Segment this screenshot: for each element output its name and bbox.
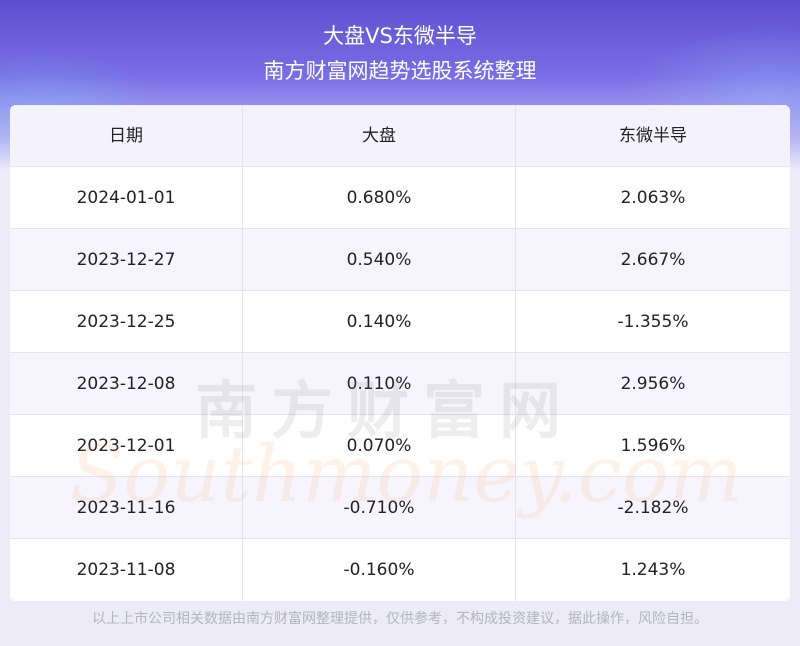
market-change-cell: 0.540% xyxy=(243,229,516,291)
stock-change-cell: 2.063% xyxy=(620,188,686,208)
date-cell: 2023-11-08 xyxy=(10,539,243,601)
column-header-market: 大盘 xyxy=(243,105,516,167)
market-change-cell: 0.680% xyxy=(243,167,516,229)
stock-change-cell: 1.243% xyxy=(620,560,686,580)
table-header-row: 日期 大盘 东微半导 xyxy=(10,105,790,167)
column-header-stock: 东微半导 xyxy=(619,126,687,146)
market-change-cell: 0.110% xyxy=(243,353,516,415)
table-row: 2023-12-27 0.540% 2.667% xyxy=(10,229,790,291)
market-change-cell: 0.140% xyxy=(243,291,516,353)
date-cell: 2023-12-27 xyxy=(10,229,243,291)
stock-change-cell: 2.667% xyxy=(620,250,686,270)
market-change-cell: -0.160% xyxy=(243,539,516,601)
stock-change-cell: -2.182% xyxy=(617,498,689,518)
table-row: 2023-11-16 -0.710% -2.182% xyxy=(10,477,790,539)
table-row: 2023-12-08 0.110% 2.956% xyxy=(10,353,790,415)
market-change-cell: -0.710% xyxy=(243,477,516,539)
column-header-date: 日期 xyxy=(10,105,243,167)
stock-change-cell: 1.596% xyxy=(620,436,686,456)
stock-change-cell: -1.355% xyxy=(617,312,689,332)
stock-change-cell: 2.956% xyxy=(620,374,686,394)
table-row: 2023-11-08 -0.160% 1.243% xyxy=(10,539,790,601)
date-cell: 2023-12-08 xyxy=(10,353,243,415)
date-cell: 2023-12-25 xyxy=(10,291,243,353)
table-row: 2023-12-25 0.140% -1.355% xyxy=(10,291,790,353)
table-row: 2024-01-01 0.680% 2.063% xyxy=(10,167,790,229)
date-cell: 2023-11-16 xyxy=(10,477,243,539)
page-subtitle: 南方财富网趋势选股系统整理 xyxy=(263,59,537,83)
page-title: 大盘VS东微半导 xyxy=(323,24,477,48)
market-change-cell: 0.070% xyxy=(243,415,516,477)
comparison-table: 日期 大盘 东微半导 2024-01-01 0.680% 2.063% 2023… xyxy=(10,105,790,601)
date-cell: 2024-01-01 xyxy=(10,167,243,229)
table-row: 2023-12-01 0.070% 1.596% xyxy=(10,415,790,477)
footer-disclaimer: 以上上市公司相关数据由南方财富网整理提供，仅供参考，不构成投资建议，据此操作，风… xyxy=(92,611,708,627)
date-cell: 2023-12-01 xyxy=(10,415,243,477)
